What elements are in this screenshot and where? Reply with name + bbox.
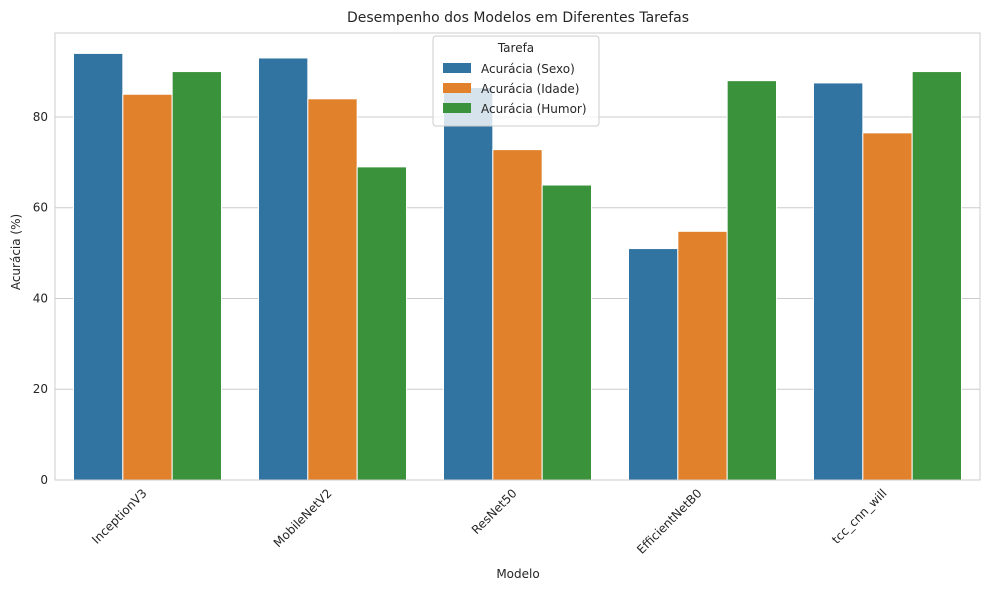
legend-title: Tarefa: [497, 41, 534, 55]
bars: [73, 52, 963, 481]
x-tick-label: tcc_cnn_will: [829, 486, 889, 546]
x-ticks: InceptionV3 MobileNetV2 ResNet50 EfficientN…: [89, 486, 890, 557]
bar-mobilenetv2-series-0: [258, 57, 309, 481]
y-tick-label: 40: [33, 291, 48, 305]
bar-resnet50-series-1: [492, 149, 543, 481]
chart-title: Desempenho dos Modelos em Diferentes Tar…: [347, 10, 689, 26]
y-tick-label: 0: [40, 473, 48, 487]
y-ticks: 0 20 40 60 80: [33, 110, 48, 487]
legend-items: Acurácia (Sexo) Acurácia (Idade) Acurácia …: [443, 62, 587, 116]
y-axis-label: Acurácia (%): [9, 214, 23, 290]
bar-inceptionv3-series-1: [122, 93, 173, 481]
legend-swatch: [443, 83, 471, 93]
y-tick-label: 80: [33, 110, 48, 124]
bar-tcc-cnn-will-series-0: [813, 82, 864, 481]
legend: Tarefa Acurácia (Sexo)Acurácia (Idade)Ac…: [432, 35, 600, 127]
plot-border: [54, 32, 981, 481]
bar-inceptionv3-series-0: [73, 52, 124, 481]
legend-swatch: [443, 103, 471, 113]
x-axis-label: Modelo: [496, 567, 539, 581]
plot-frame: [54, 32, 981, 481]
bar-inceptionv3-series-2: [171, 71, 223, 481]
x-tick-label: InceptionV3: [89, 486, 150, 547]
bar-mobilenetv2-series-1: [307, 98, 358, 481]
legend-box: [432, 35, 600, 127]
bar-efficientnetb0-series-2: [726, 80, 778, 481]
bar-efficientnetb0-series-0: [628, 248, 679, 481]
bar-resnet50-series-0: [443, 86, 494, 481]
bar-tcc-cnn-will-series-2: [911, 71, 963, 481]
x-tick-label: MobileNetV2: [271, 486, 335, 550]
legend-label: Acurácia (Idade): [481, 82, 579, 96]
x-tick-label: ResNet50: [469, 486, 520, 537]
bar-tcc-cnn-will-series-1: [862, 132, 913, 481]
legend-label: Acurácia (Humor): [481, 102, 587, 116]
bar-resnet50-series-2: [541, 184, 593, 481]
y-tick-label: 20: [33, 382, 48, 396]
bar-efficientnetb0-series-1: [677, 230, 728, 481]
legend-swatch: [443, 63, 471, 73]
x-tick-label: EfficientNetB0: [634, 486, 705, 557]
bar-mobilenetv2-series-2: [356, 166, 407, 481]
legend-label: Acurácia (Sexo): [481, 62, 575, 76]
y-tick-label: 60: [33, 201, 48, 215]
